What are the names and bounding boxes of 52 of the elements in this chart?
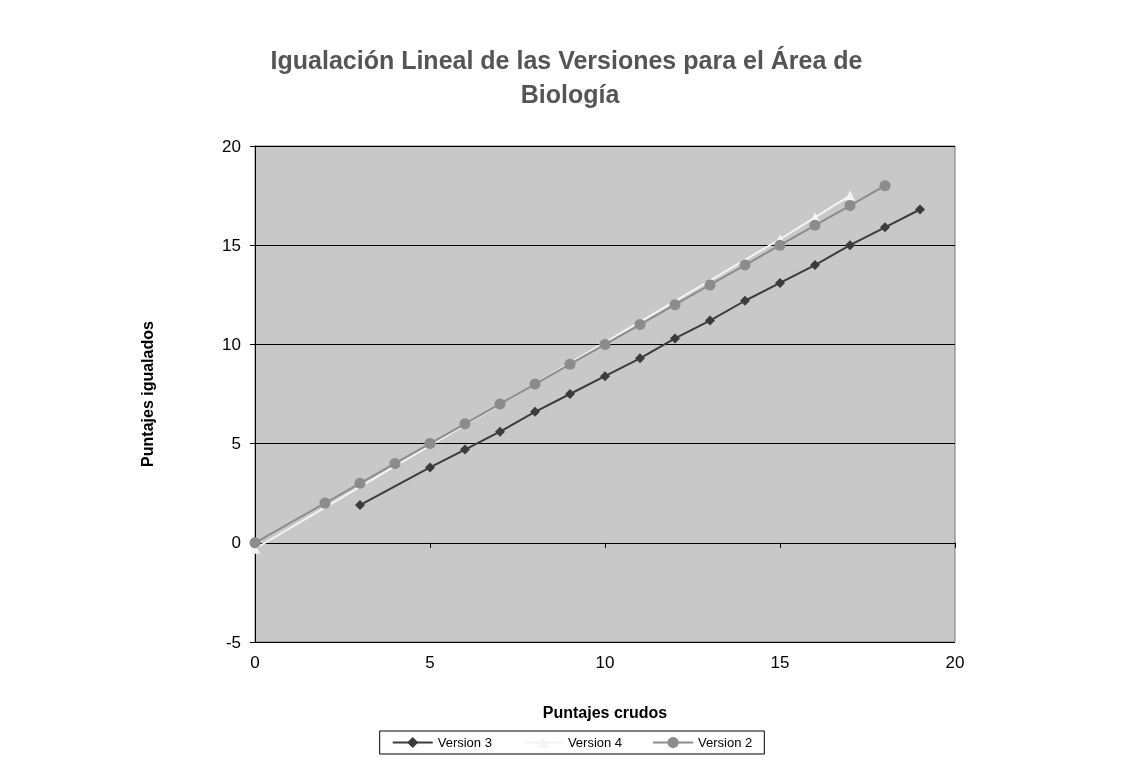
x-tick-label: 5 [425,653,435,672]
point [880,222,890,233]
point [635,353,645,364]
legend-label: Version 4 [567,735,623,750]
y-tick-label: 5 [231,434,241,454]
point [844,200,856,212]
point [459,418,471,430]
point [460,444,470,455]
x-tick-label: 15 [770,653,790,672]
chart-title: Igualación Lineal de las Versiones para el Área de Biología [270,46,870,108]
point [669,299,681,311]
point [495,426,505,437]
point [530,406,540,417]
point [845,190,855,201]
y-tick-label: 10 [222,334,241,354]
point [774,239,786,251]
point [704,279,716,291]
y-tick-label: 0 [231,533,241,553]
y-axis-title: Puntajes igualados [138,320,156,467]
point [529,378,541,390]
point [739,259,751,271]
point [355,500,365,511]
point [425,462,435,473]
point [634,319,646,331]
point [600,371,610,382]
point [565,389,575,399]
legend-label: Version 2 [698,735,753,750]
point [494,398,506,410]
point [879,180,891,192]
point [845,240,855,251]
point [670,333,680,344]
point [319,497,331,509]
x-tick-label: 20 [945,653,965,672]
x-tick-label: 0 [250,653,260,672]
legend-label: Version 3 [437,735,492,750]
point [915,204,925,215]
y-tick-label: -5 [225,632,241,652]
point [354,477,366,489]
point [775,277,785,288]
point [249,537,261,549]
point [599,338,611,350]
x-axis-title: Puntajes crudos [542,703,668,721]
point [705,315,715,326]
point [564,358,576,370]
point [389,457,401,469]
point [424,438,436,450]
y-tick-label: 20 [222,136,241,156]
point [740,295,750,306]
x-tick-label: 10 [595,653,615,672]
point [810,260,820,271]
y-tick-label: 15 [222,235,241,255]
point [809,219,821,231]
